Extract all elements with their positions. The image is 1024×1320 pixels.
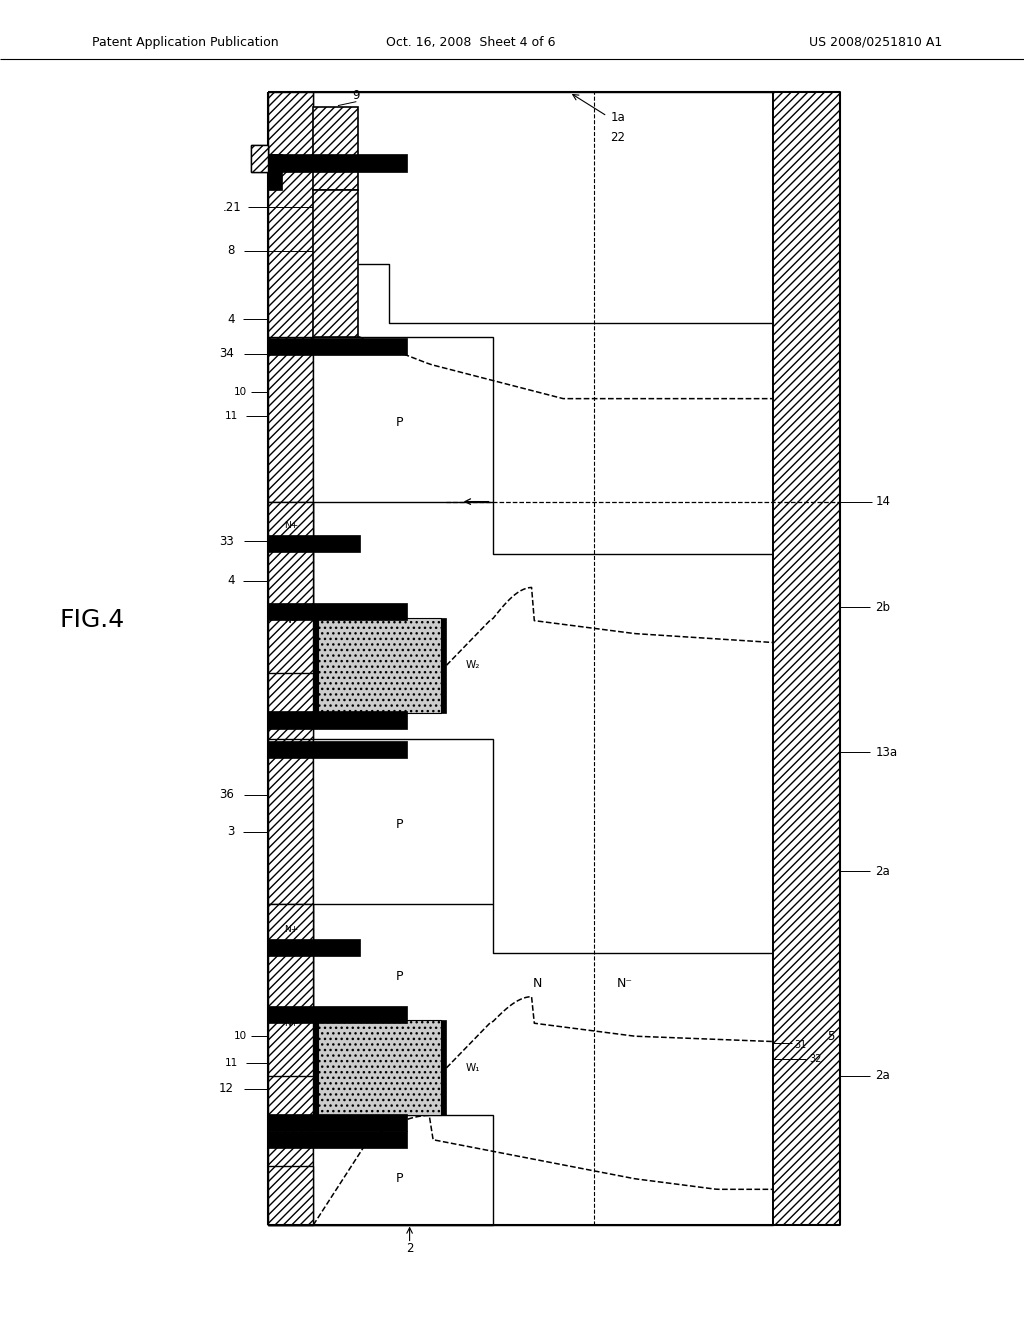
Bar bbox=[251, 145, 268, 172]
Bar bbox=[313, 739, 493, 904]
Text: 11: 11 bbox=[225, 411, 239, 421]
Text: 10: 10 bbox=[233, 1031, 247, 1041]
Bar bbox=[251, 145, 268, 172]
Text: 36: 36 bbox=[219, 788, 234, 801]
Text: 2b: 2b bbox=[876, 601, 891, 614]
Bar bbox=[268, 939, 360, 956]
Text: P: P bbox=[395, 416, 403, 429]
Text: Patent Application Publication: Patent Application Publication bbox=[92, 36, 279, 49]
Bar bbox=[268, 904, 313, 953]
Bar bbox=[313, 107, 358, 190]
Text: W₁: W₁ bbox=[466, 1063, 480, 1073]
Text: 5: 5 bbox=[827, 1030, 835, 1043]
Bar bbox=[268, 711, 407, 729]
Bar bbox=[313, 92, 773, 1225]
Text: 4: 4 bbox=[227, 574, 234, 587]
Bar bbox=[268, 1129, 313, 1225]
Bar bbox=[268, 154, 407, 172]
Bar bbox=[268, 1114, 407, 1131]
Text: N+: N+ bbox=[328, 144, 344, 154]
Text: 10: 10 bbox=[233, 387, 247, 397]
Text: W₂: W₂ bbox=[466, 660, 480, 671]
Bar bbox=[773, 92, 840, 1225]
Text: 3: 3 bbox=[227, 825, 234, 838]
Bar bbox=[313, 618, 318, 713]
Text: N+: N+ bbox=[284, 1197, 298, 1205]
Text: 13a: 13a bbox=[876, 746, 898, 759]
Text: P: P bbox=[395, 1172, 403, 1185]
Text: 4: 4 bbox=[227, 313, 234, 326]
Bar bbox=[268, 502, 313, 549]
Text: 14: 14 bbox=[876, 495, 891, 508]
Bar bbox=[313, 337, 493, 502]
Text: N+: N+ bbox=[284, 521, 298, 529]
Text: P: P bbox=[395, 970, 403, 983]
Text: .21: .21 bbox=[223, 201, 242, 214]
Bar bbox=[268, 549, 313, 673]
Text: 2: 2 bbox=[406, 1242, 414, 1255]
Bar bbox=[268, 739, 313, 904]
Bar bbox=[318, 1020, 441, 1115]
Text: N: N bbox=[532, 977, 543, 990]
Text: 2a: 2a bbox=[876, 865, 890, 878]
Bar bbox=[268, 92, 313, 1225]
Text: Oct. 16, 2008  Sheet 4 of 6: Oct. 16, 2008 Sheet 4 of 6 bbox=[386, 36, 556, 49]
Text: US 2008/0251810 A1: US 2008/0251810 A1 bbox=[809, 36, 942, 49]
Bar bbox=[268, 535, 360, 552]
Text: 34: 34 bbox=[219, 347, 234, 360]
Text: 11: 11 bbox=[225, 1057, 239, 1068]
Text: 12: 12 bbox=[219, 1082, 234, 1096]
Text: 31: 31 bbox=[795, 1040, 807, 1051]
Bar bbox=[268, 338, 407, 355]
Text: 32: 32 bbox=[809, 1053, 821, 1064]
Text: 22: 22 bbox=[610, 131, 626, 144]
Bar bbox=[268, 741, 407, 758]
Bar bbox=[268, 953, 313, 1076]
Text: N+: N+ bbox=[284, 1019, 298, 1027]
Text: N⁻: N⁻ bbox=[616, 977, 633, 990]
Text: P-: P- bbox=[332, 259, 342, 269]
Bar bbox=[441, 618, 446, 713]
Bar bbox=[268, 603, 407, 620]
Text: P: P bbox=[395, 818, 403, 832]
Bar bbox=[313, 1020, 318, 1115]
Text: 9: 9 bbox=[352, 88, 360, 102]
Text: 8: 8 bbox=[227, 244, 234, 257]
Bar bbox=[313, 190, 358, 337]
Text: 33: 33 bbox=[219, 535, 233, 548]
Text: 1a: 1a bbox=[610, 111, 625, 124]
Bar bbox=[268, 1131, 407, 1148]
Text: 2a: 2a bbox=[876, 1069, 890, 1082]
Bar bbox=[313, 1115, 493, 1225]
Bar bbox=[441, 1020, 446, 1115]
Bar bbox=[268, 337, 313, 502]
Bar bbox=[268, 154, 282, 190]
Bar bbox=[318, 618, 441, 713]
Bar bbox=[268, 1166, 313, 1225]
Text: FIG.4: FIG.4 bbox=[59, 609, 125, 632]
Text: N+: N+ bbox=[284, 925, 298, 933]
Bar bbox=[268, 1006, 407, 1023]
Text: N+: N+ bbox=[284, 616, 298, 624]
